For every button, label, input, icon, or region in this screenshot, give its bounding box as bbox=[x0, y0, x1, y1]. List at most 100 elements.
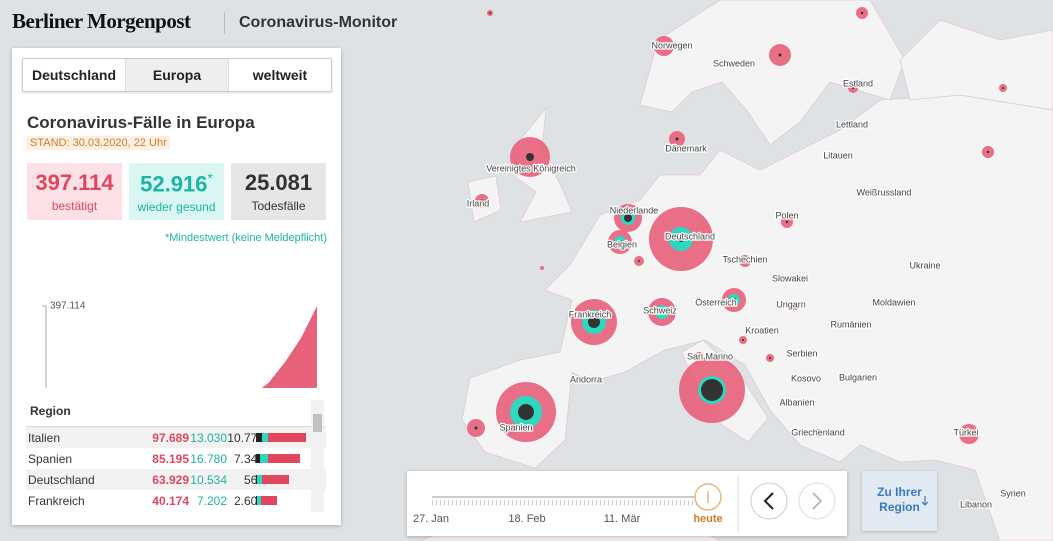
stat-label: Todesfälle bbox=[251, 199, 306, 213]
case-bubble bbox=[540, 266, 544, 270]
death-dot bbox=[743, 259, 747, 263]
map-label: Tschechien bbox=[722, 254, 767, 264]
timeline-label: 11. Mär bbox=[603, 513, 641, 525]
prev-button[interactable] bbox=[750, 482, 788, 520]
map-label: Schweiz bbox=[643, 305, 677, 315]
death-dot bbox=[474, 426, 478, 430]
table-cell: 16.780 bbox=[190, 452, 227, 466]
bar-confirmed bbox=[256, 433, 306, 442]
stat-value: 52.916 bbox=[140, 171, 208, 197]
bar-confirmed bbox=[256, 454, 300, 463]
stat-box: 52.916* wieder gesund bbox=[129, 163, 224, 220]
death-dot bbox=[518, 404, 534, 420]
bar-deaths bbox=[256, 454, 260, 463]
bar-chart bbox=[256, 454, 306, 463]
death-dot bbox=[1002, 87, 1004, 89]
table-cell: Italien bbox=[28, 431, 61, 445]
mini-chart: 0397.11422. Jan08. Feb25. Feb13. Mär30. … bbox=[42, 301, 317, 388]
next-button[interactable] bbox=[798, 482, 836, 520]
land bbox=[419, 0, 1053, 541]
death-dot bbox=[852, 87, 854, 89]
next-icon bbox=[812, 492, 823, 510]
bar-confirmed bbox=[256, 496, 277, 505]
map-label: Griechenland bbox=[791, 427, 845, 437]
death-dot bbox=[817, 432, 819, 434]
bar-chart bbox=[256, 433, 306, 442]
tab[interactable]: weltweit bbox=[252, 67, 308, 83]
map-label: Deutschland bbox=[665, 231, 715, 241]
timeline: 27. Jan 18. Feb 11. Mär heute bbox=[407, 471, 847, 536]
tab[interactable]: Deutschland bbox=[23, 59, 126, 91]
tab-bar: Deutschland Europa weltweit bbox=[22, 58, 332, 92]
bar-chart bbox=[256, 496, 306, 505]
death-dot bbox=[778, 53, 782, 57]
death-dot bbox=[624, 214, 632, 222]
table-row: Deutschland 63.929 10.534 560 bbox=[26, 469, 326, 490]
bar-recovered bbox=[259, 454, 269, 463]
map-label: Dänemark bbox=[665, 143, 707, 153]
table-row: Spanien 85.195 16.780 7.340 bbox=[26, 448, 326, 469]
table-header: Region bbox=[26, 400, 326, 427]
map-label: Schweden bbox=[713, 58, 755, 68]
death-dot bbox=[660, 310, 664, 314]
table-cell: Frankreich bbox=[28, 494, 85, 508]
map-label: Ungarn bbox=[776, 299, 806, 309]
map-label: Estland bbox=[843, 78, 873, 88]
table-cell: 63.929 bbox=[152, 473, 189, 487]
death-dot bbox=[489, 12, 491, 14]
map-label: Polen bbox=[775, 210, 798, 220]
stat-box: 397.114 bestätigt bbox=[27, 163, 122, 220]
stat-label: wieder gesund bbox=[137, 200, 216, 215]
bar-confirmed bbox=[256, 475, 289, 484]
death-dot bbox=[860, 11, 864, 15]
death-dot bbox=[701, 379, 723, 401]
death-dot bbox=[742, 339, 744, 341]
death-dot bbox=[732, 298, 736, 302]
map-label: Kosovo bbox=[791, 373, 821, 383]
death-dot bbox=[618, 240, 622, 244]
death-dot bbox=[638, 260, 640, 262]
map-label: Niederlande bbox=[610, 205, 659, 215]
region-button[interactable]: Zu Ihrer Region bbox=[862, 471, 937, 531]
app-title: Coronavirus-Monitor bbox=[239, 14, 398, 31]
bar-recovered bbox=[257, 496, 261, 505]
table-row: Italien 97.689 13.030 10.779 bbox=[26, 427, 326, 448]
map-label: Serbien bbox=[786, 348, 817, 358]
panel-title: Coronavirus-Fälle in Europa bbox=[27, 113, 255, 132]
death-dot bbox=[588, 316, 600, 328]
stat-label: bestätigt bbox=[51, 199, 98, 213]
stat-box: 25.081 Todesfälle bbox=[231, 163, 326, 220]
table-cell: 40.174 bbox=[152, 494, 189, 508]
scrollbar[interactable] bbox=[311, 400, 324, 512]
stat-mark: * bbox=[207, 170, 213, 186]
map-label: Litauen bbox=[823, 150, 853, 160]
map-label: Andorra bbox=[570, 374, 602, 384]
map-label: Ukraine bbox=[909, 260, 940, 270]
region-button-label: Zu Ihrer Region bbox=[877, 485, 922, 514]
prev-icon bbox=[763, 492, 774, 510]
table-cell: Deutschland bbox=[28, 473, 95, 487]
case-bubble bbox=[838, 155, 842, 159]
table-cell: 10.534 bbox=[190, 473, 227, 487]
table-cell: Spanien bbox=[28, 452, 73, 466]
bar-recovered bbox=[261, 433, 269, 442]
map-label: Türkei bbox=[953, 427, 978, 437]
map-label: Lettland bbox=[836, 119, 868, 129]
bar-chart bbox=[256, 475, 306, 484]
map-label: Slowakei bbox=[772, 273, 808, 283]
bar-recovered bbox=[256, 475, 262, 484]
map-label: Belgien bbox=[607, 239, 637, 249]
stat-value: 25.081 bbox=[244, 170, 313, 195]
map-label: Albanien bbox=[779, 397, 814, 407]
table-cell: 85.195 bbox=[152, 452, 189, 466]
logo[interactable]: Berliner Morgenpost bbox=[12, 9, 191, 33]
scroll-thumb[interactable] bbox=[313, 414, 322, 432]
stat-value: 397.114 bbox=[35, 170, 114, 195]
tab[interactable]: Europa bbox=[126, 59, 229, 91]
map-label: Moldawien bbox=[872, 297, 915, 307]
map-label: Syrien bbox=[1000, 488, 1026, 498]
table-body: Italien 97.689 13.030 10.779 Spanien 85.195 16… bbox=[26, 427, 326, 511]
area-recovered bbox=[313, 386, 317, 388]
map-label: Irland bbox=[467, 198, 490, 208]
